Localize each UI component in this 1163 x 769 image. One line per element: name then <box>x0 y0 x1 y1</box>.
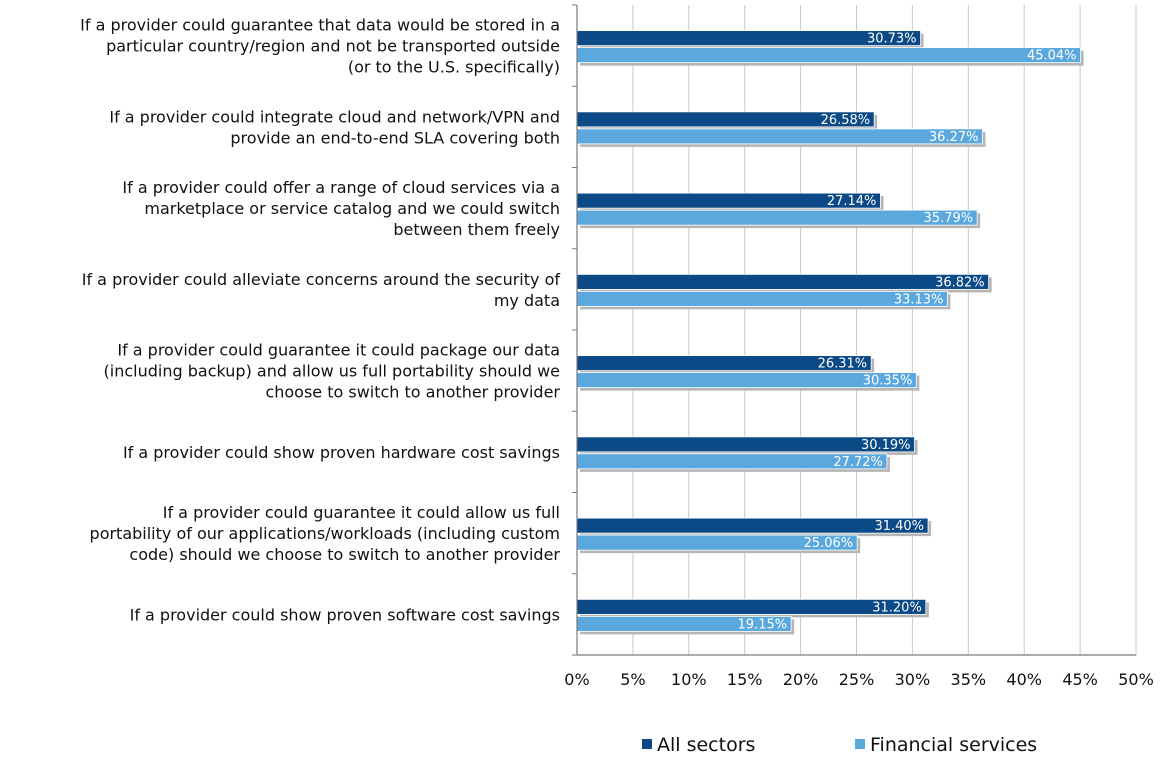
bar-value-label: 26.58% <box>821 113 871 128</box>
category-label: If a provider could show proven hardware… <box>123 443 560 462</box>
bar-value-label: 30.73% <box>867 32 917 47</box>
category-label: provide an end-to-end SLA covering both <box>230 128 560 147</box>
bar-all-sectors <box>576 273 990 290</box>
category-label: portability of our applications/workload… <box>90 524 560 543</box>
category-label: my data <box>494 291 560 310</box>
category-label: If a provider could offer a range of clo… <box>122 178 560 197</box>
x-tick-label: 25% <box>839 670 875 689</box>
bar-value-label: 45.04% <box>1027 49 1077 64</box>
x-tick-label: 0% <box>564 670 589 689</box>
bar-financial-services <box>576 47 1081 64</box>
bar-value-label: 33.13% <box>894 292 944 307</box>
bar-value-label: 36.27% <box>929 130 979 145</box>
gridlines <box>632 5 1137 655</box>
category-label: between them freely <box>393 220 560 239</box>
category-label: If a provider could guarantee that data … <box>80 16 560 35</box>
legend-label: All sectors <box>657 734 755 756</box>
bar-value-label: 27.72% <box>833 455 883 470</box>
category-label: If a provider could show proven software… <box>130 605 560 624</box>
category-label: (or to the U.S. specifically) <box>348 58 560 77</box>
legend-label: Financial services <box>870 734 1037 756</box>
category-label: (including backup) and allow us full por… <box>104 362 560 381</box>
category-label: choose to switch to another provider <box>265 383 560 402</box>
x-tick-label: 35% <box>951 670 987 689</box>
bar-value-label: 31.40% <box>874 519 924 534</box>
bar-value-label: 26.31% <box>818 357 868 372</box>
x-tick-label: 20% <box>783 670 819 689</box>
category-label: If a provider could alleviate concerns a… <box>82 270 561 289</box>
category-labels: If a provider could guarantee that data … <box>80 16 560 625</box>
bar-value-label: 30.19% <box>861 438 911 453</box>
x-tick-label: 5% <box>620 670 645 689</box>
x-tick-label: 45% <box>1062 670 1098 689</box>
x-tick-label: 10% <box>671 670 707 689</box>
bar-value-label: 19.15% <box>738 617 788 632</box>
bar-value-label: 35.79% <box>924 211 974 226</box>
bar-financial-services <box>576 209 978 226</box>
bar-value-label: 36.82% <box>935 275 985 290</box>
x-tick-label: 50% <box>1118 670 1154 689</box>
bar-value-label: 30.35% <box>863 374 913 389</box>
legend-swatch <box>642 739 652 749</box>
x-tick-label: 30% <box>895 670 931 689</box>
category-label: code) should we choose to switch to anot… <box>129 545 560 564</box>
category-label: If a provider could guarantee it could p… <box>117 341 560 360</box>
bars: 30.73% 45.04% 26.58% 36.27% 27.14% 35.79% 36.8… <box>576 30 1084 635</box>
bar-value-label: 31.20% <box>872 600 922 615</box>
category-label: particular country/region and not be tra… <box>106 37 560 56</box>
x-tick-label: 40% <box>1006 670 1042 689</box>
category-label: If a provider could integrate cloud and … <box>109 107 560 126</box>
bar-financial-services <box>576 128 983 145</box>
category-label: If a provider could guarantee it could a… <box>163 503 560 522</box>
category-label: marketplace or service catalog and we co… <box>144 199 560 218</box>
legend: All sectors Financial services <box>642 734 1037 756</box>
legend-swatch <box>855 739 865 749</box>
x-tick-label: 15% <box>727 670 763 689</box>
axes: 0% 5% 10% 15% 20% 25% 30% 35% 40% 45% 50% <box>564 4 1154 689</box>
bar-financial-services <box>576 290 948 307</box>
bar-value-label: 27.14% <box>827 194 877 209</box>
bar-value-label: 25.06% <box>804 536 854 551</box>
